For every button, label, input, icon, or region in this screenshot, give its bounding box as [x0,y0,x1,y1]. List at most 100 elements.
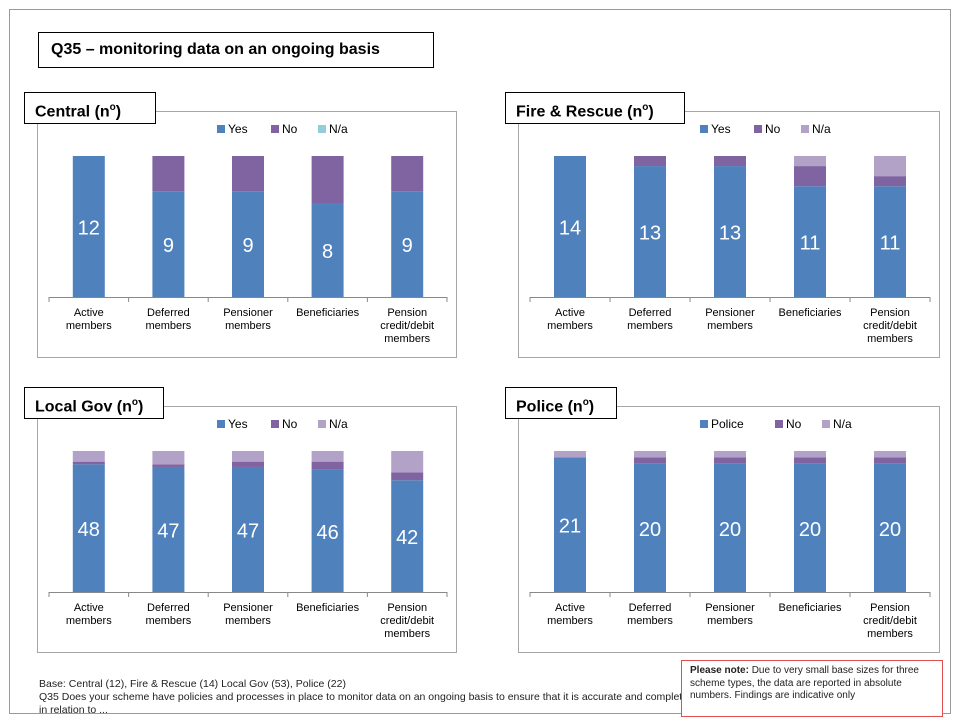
bar-yes [794,186,826,297]
data-label: 11 [800,233,821,255]
bar-no [874,176,906,187]
category-label: Pension [870,307,910,319]
category-label: members [66,320,112,332]
legend-swatch [700,420,708,428]
page-frame [9,9,951,714]
data-label: 20 [799,519,821,541]
bar-police [714,463,746,592]
bar-yes [311,469,344,592]
category-label: Deferred [147,307,190,319]
bar-yes [554,156,586,297]
category-label: Pension [870,602,910,614]
legend-swatch [822,420,830,428]
data-label: 13 [639,223,661,245]
legend-swatch [754,125,762,133]
data-label: 14 [559,218,581,240]
bar-n-a [72,451,105,462]
data-label: 12 [78,218,100,240]
category-label: members [547,615,593,627]
bar-n-a [794,451,826,458]
data-label: 47 [237,520,259,542]
bar-n-a [232,451,264,462]
bar-police [874,463,906,592]
bar-n-a [634,451,666,458]
category-label: members [627,320,673,332]
category-label: members [547,320,593,332]
chart-title: Police (no) [505,387,617,419]
bar-no [311,156,344,203]
data-label: 9 [163,235,174,257]
bar-n-a [311,451,344,462]
note-text: Due to very small base sizes for three s… [690,665,919,701]
bar-police [554,457,586,592]
chart-central: Yes No N/a12Activemembers9Deferredmembers9… [48,122,448,345]
bar-police [794,463,826,592]
legend-entry-police: Police [700,417,744,431]
category-label: members [66,615,112,627]
chart-local-gov: Yes No N/a48Activemembers47Deferredmembers… [48,417,448,640]
category-label: Pension [387,602,427,614]
bar-no [152,464,185,467]
category-label: Deferred [629,307,672,319]
bar-n-a [391,451,424,473]
bar-no [232,156,264,192]
legend-entry-no: No [754,122,781,136]
category-label: members [145,320,191,332]
bar-police [634,463,666,592]
bar-yes [152,466,185,592]
note-label: Please note: [690,665,749,676]
bar-no [714,156,746,167]
legend-label: Police [711,417,744,431]
legend-entry-n-a: N/a [318,122,348,136]
category-label: Beneficiaries [779,602,842,614]
legend-entry-n-a: N/a [822,417,852,431]
category-label: Pension [387,307,427,319]
data-label: 13 [719,223,741,245]
legend-label: No [282,417,298,431]
data-label: 8 [322,241,333,263]
bar-n-a [874,156,906,177]
bar-no [232,461,264,467]
bar-yes [72,464,105,592]
bar-no [72,461,105,465]
category-label: Active [555,307,585,319]
base-sizes: Base: Central (12), Fire & Rescue (14) L… [39,678,346,690]
legend-label: Yes [711,122,731,136]
data-label: 20 [639,519,661,541]
category-label: Active [555,602,585,614]
bar-yes [311,203,344,297]
category-label: Deferred [629,602,672,614]
legend-label: N/a [812,122,831,136]
chart-title: Fire & Rescue (no) [505,92,685,124]
data-label: 9 [402,235,413,257]
bar-no [311,461,344,470]
legend-entry-yes: Yes [217,122,248,136]
legend-entry-yes: Yes [217,417,248,431]
category-label: credit/debit [863,615,917,627]
chart-frame [37,111,457,358]
data-label: 47 [157,520,179,542]
legend-swatch [271,420,279,428]
bar-n-a [874,451,906,458]
category-label: Active [74,602,104,614]
data-label: 46 [316,522,338,544]
category-label: credit/debit [380,320,434,332]
legend-swatch [801,125,809,133]
note-box: Please note: Due to very small base size… [681,660,943,717]
legend-swatch [318,420,326,428]
legend-swatch [271,125,279,133]
legend-label: No [765,122,781,136]
bar-no [634,156,666,167]
category-label: Beneficiaries [779,307,842,319]
legend-label: Yes [228,122,248,136]
category-label: members [867,628,913,640]
bar-no [794,457,826,464]
page-title: Q35 – monitoring data on an ongoing basi… [38,32,434,68]
legend-entry-yes: Yes [700,122,731,136]
bar-n-a [152,451,185,465]
legend-swatch [318,125,326,133]
question-text: Q35 Does your scheme have policies and p… [39,691,689,716]
legend-label: Yes [228,417,248,431]
data-label: 42 [396,527,418,549]
category-label: Pensioner [223,307,273,319]
